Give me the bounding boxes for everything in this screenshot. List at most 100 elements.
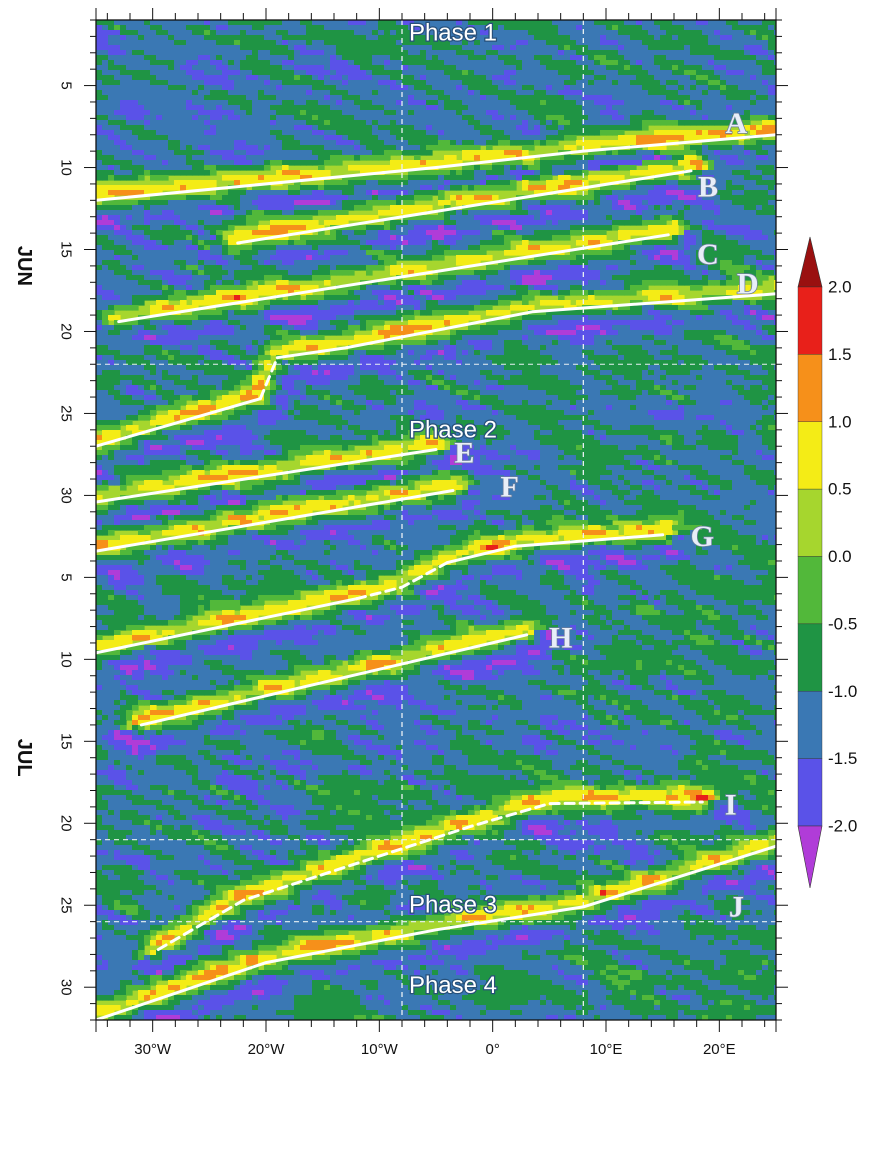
- field-cell: [762, 190, 769, 196]
- field-cell: [606, 195, 613, 201]
- field-cell: [624, 50, 631, 56]
- field-cell: [756, 75, 763, 81]
- field-cell: [108, 75, 115, 81]
- field-cell: [696, 50, 703, 56]
- field-cell: [714, 40, 721, 46]
- field-cell: [204, 230, 211, 236]
- field-cell: [288, 105, 295, 111]
- field-cell: [306, 25, 313, 31]
- field-cell: [408, 35, 415, 41]
- field-cell: [546, 130, 553, 136]
- field-cell: [456, 50, 463, 56]
- field-cell: [342, 75, 349, 81]
- field-cell: [474, 45, 481, 51]
- field-cell: [246, 245, 253, 251]
- field-cell: [558, 225, 565, 231]
- field-cell: [396, 210, 403, 216]
- field-cell: [144, 210, 151, 216]
- field-cell: [750, 115, 757, 121]
- field-cell: [582, 205, 589, 211]
- field-cell: [348, 155, 355, 161]
- field-cell: [492, 60, 499, 66]
- field-cell: [408, 245, 415, 251]
- field-cell: [654, 210, 661, 216]
- field-cell: [432, 90, 439, 96]
- field-cell: [474, 250, 481, 256]
- field-cell: [564, 130, 571, 136]
- field-cell: [372, 25, 379, 31]
- field-cell: [156, 110, 163, 116]
- field-cell: [750, 240, 757, 246]
- field-cell: [684, 75, 691, 81]
- field-cell: [150, 165, 157, 171]
- field-cell: [558, 220, 565, 226]
- field-cell: [606, 115, 613, 121]
- field-cell: [462, 245, 469, 251]
- field-cell: [648, 165, 655, 171]
- field-cell: [660, 225, 667, 231]
- field-cell: [516, 70, 523, 76]
- field-cell: [750, 70, 757, 76]
- field-cell: [432, 180, 439, 186]
- field-cell: [468, 240, 475, 246]
- field-cell: [342, 220, 349, 226]
- field-cell: [168, 215, 175, 221]
- field-cell: [186, 55, 193, 61]
- field-cell: [684, 130, 691, 136]
- field-cell: [624, 135, 631, 141]
- field-cell: [432, 140, 439, 146]
- field-cell: [108, 60, 115, 66]
- field-cell: [324, 210, 331, 216]
- field-cell: [366, 95, 373, 101]
- field-cell: [180, 155, 187, 161]
- field-cell: [720, 130, 727, 136]
- field-cell: [414, 220, 421, 226]
- field-cell: [216, 65, 223, 71]
- field-cell: [756, 185, 763, 191]
- field-cell: [576, 225, 583, 231]
- field-cell: [618, 100, 625, 106]
- field-cell: [156, 35, 163, 41]
- field-cell: [504, 55, 511, 61]
- field-cell: [468, 95, 475, 101]
- field-cell: [486, 180, 493, 186]
- field-cell: [570, 225, 577, 231]
- field-cell: [186, 225, 193, 231]
- field-cell: [762, 70, 769, 76]
- field-cell: [744, 240, 751, 246]
- field-cell: [228, 40, 235, 46]
- field-cell: [204, 155, 211, 161]
- field-cell: [282, 85, 289, 91]
- field-cell: [192, 35, 199, 41]
- field-cell: [432, 120, 439, 126]
- field-cell: [354, 20, 361, 26]
- field-cell: [360, 60, 367, 66]
- field-cell: [696, 175, 703, 181]
- field-cell: [768, 205, 775, 211]
- field-cell: [414, 20, 421, 26]
- field-cell: [426, 80, 433, 86]
- field-cell: [708, 180, 715, 186]
- field-cell: [186, 70, 193, 76]
- field-cell: [450, 85, 457, 91]
- field-cell: [648, 210, 655, 216]
- field-cell: [528, 145, 535, 151]
- field-cell: [522, 100, 529, 106]
- field-cell: [738, 90, 745, 96]
- field-cell: [360, 150, 367, 156]
- field-cell: [102, 160, 109, 166]
- field-cell: [312, 220, 319, 226]
- field-cell: [438, 55, 445, 61]
- field-cell: [468, 60, 475, 66]
- field-cell: [756, 25, 763, 31]
- field-cell: [546, 170, 553, 176]
- field-cell: [642, 120, 649, 126]
- field-cell: [198, 145, 205, 151]
- field-cell: [702, 130, 709, 136]
- field-cell: [264, 100, 271, 106]
- field-cell: [420, 135, 427, 141]
- field-cell: [510, 160, 517, 166]
- field-cell: [228, 175, 235, 181]
- field-cell: [444, 175, 451, 181]
- field-cell: [120, 30, 127, 36]
